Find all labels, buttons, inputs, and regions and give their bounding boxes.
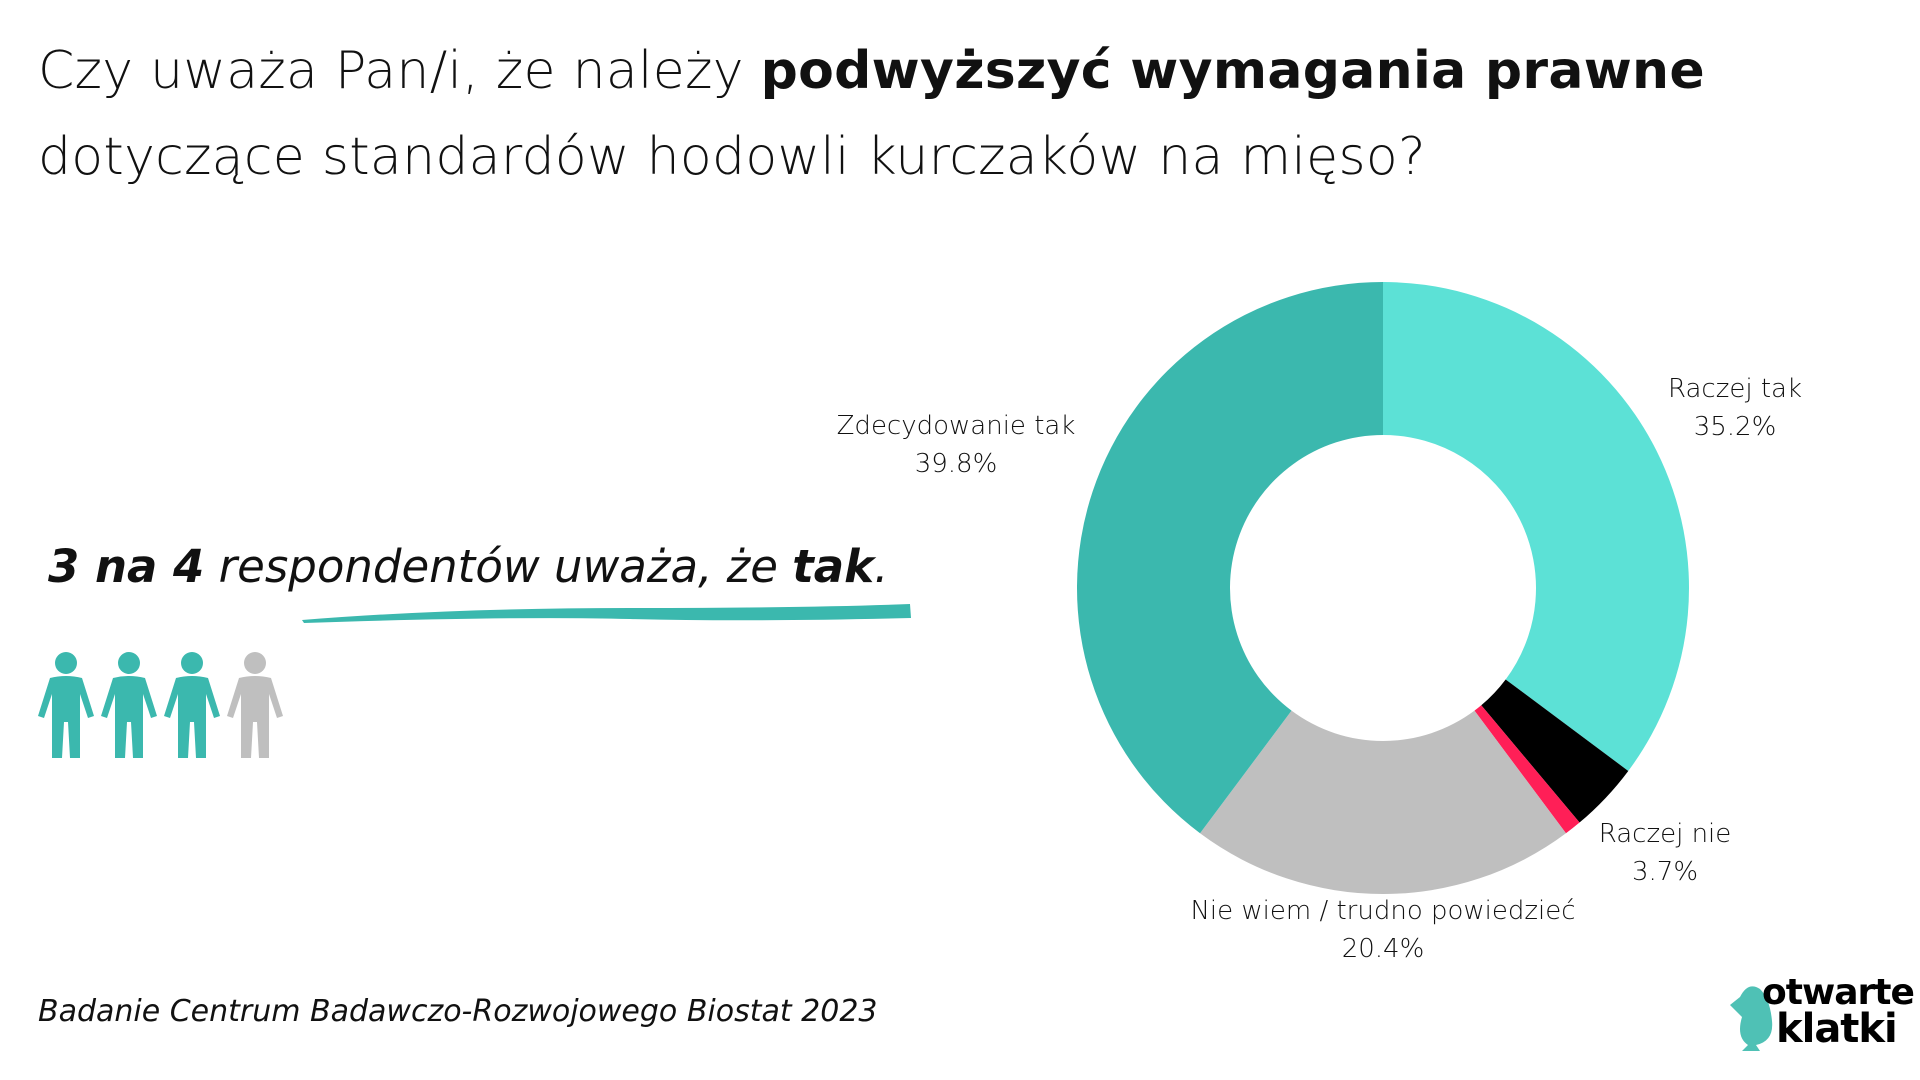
slice-raczej-nie [1481,679,1629,823]
headline: 3 na 4 respondentów uważa, że tak. [48,540,889,593]
label-raczej-tak: Raczej tak 35.2% [1667,374,1803,442]
title-line2: dotyczące standardów hodowli kurczaków n… [38,127,1426,187]
logo-text-1: otwarte [1762,972,1915,1013]
brush-underline [302,604,911,623]
person-icon [227,652,283,758]
people-icons [38,652,283,758]
slice-nie-wiem-trudno-powiedzie- [1200,710,1566,895]
slice-unlabeled-2 [1474,705,1580,834]
label-nie-wiem: Nie wiem / trudno powiedzieć 20.4% [1190,896,1576,964]
page-title: Czy uważa Pan/i, że należy podwyższyć wy… [38,28,1705,200]
person-icon [38,652,94,758]
logo: otwarte klatki [1726,975,1915,1055]
person-icon [164,652,220,758]
person-icon [101,652,157,758]
label-zdecydowanie-tak: Zdecydowanie tak 39.8% [836,411,1076,479]
title-text: Czy uważa Pan/i, że należy [38,41,761,101]
chick-icon [1730,986,1773,1051]
title-bold: podwyższyć wymagania prawne [760,41,1705,101]
label-raczej-nie: Raczej nie 3.7% [1598,819,1732,887]
slice-raczej-tak [1383,282,1690,771]
logo-text-2: klatki [1776,1006,1898,1052]
slice-zdecydowanie-tak [1077,282,1383,834]
source-footer: Badanie Centrum Badawczo-Rozwojowego Bio… [38,994,878,1029]
